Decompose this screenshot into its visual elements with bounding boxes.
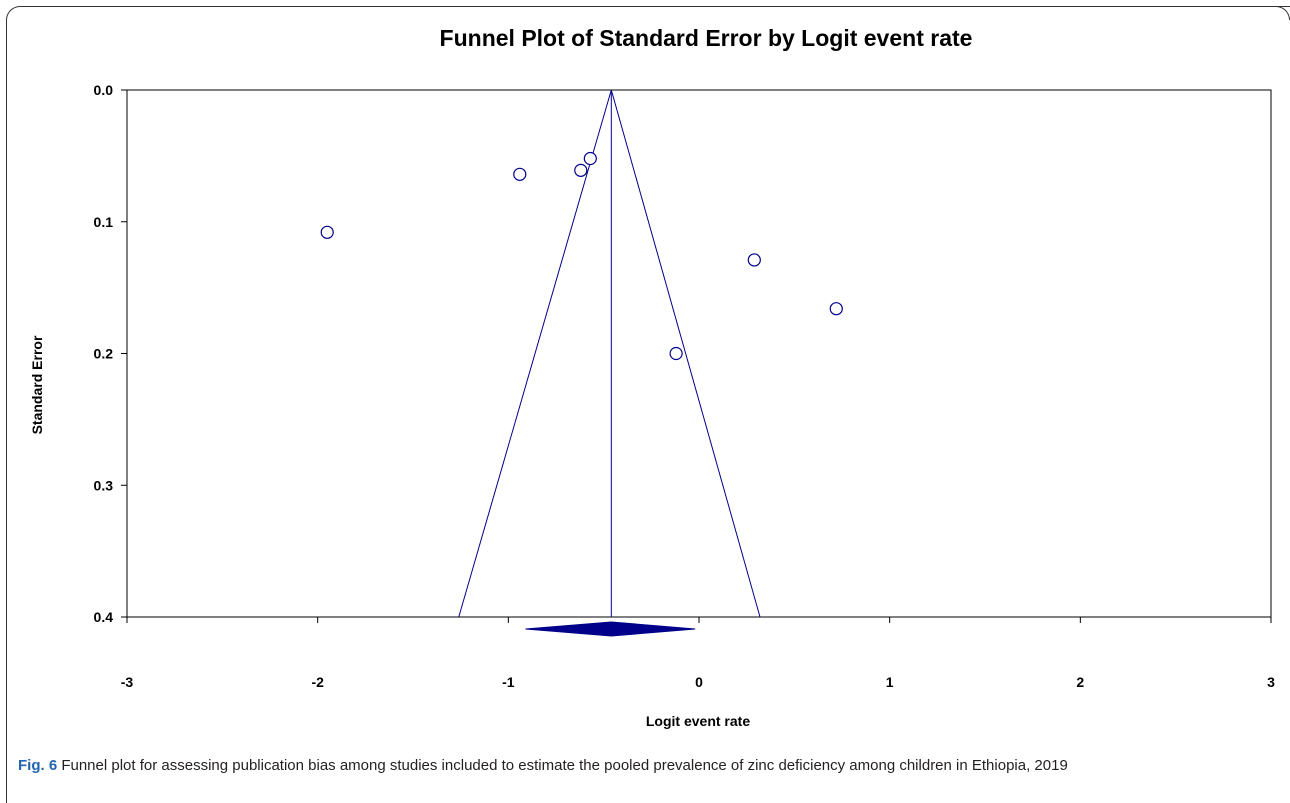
- figure-caption-text: Funnel plot for assessing publication bi…: [57, 757, 1068, 774]
- x-tick-label: 0: [695, 674, 703, 690]
- x-tick-label: 3: [1267, 674, 1275, 690]
- figure-frame: [6, 6, 1290, 803]
- study-point: [669, 346, 683, 361]
- y-tick-label: 0.1: [94, 214, 114, 230]
- x-tick-label: -3: [121, 674, 134, 690]
- figure-caption: Fig. 6 Funnel plot for assessing publica…: [18, 754, 1280, 777]
- y-tick-label: 0.4: [94, 609, 114, 625]
- x-tick-label: -1: [502, 674, 515, 690]
- x-tick-label: -2: [311, 674, 324, 690]
- study-point: [320, 225, 334, 239]
- pooled-estimate-diamond: [525, 621, 696, 637]
- y-tick-label: 0.2: [94, 346, 114, 362]
- funnel-plot-chart: Funnel Plot of Standard Error by Logit e…: [29, 25, 1276, 729]
- plot-area: 0.0 0.1 0.2 0.3 0.4 -3 -2 -1 0 1 2 3: [94, 82, 1276, 690]
- funnel-boundary-line: [458, 89, 612, 618]
- x-axis-label: Logit event rate: [646, 713, 750, 729]
- plot-frame: [126, 89, 1272, 618]
- study-point: [574, 163, 588, 177]
- x-tick-label: 2: [1076, 674, 1084, 690]
- y-tick-label: 0.3: [94, 477, 114, 493]
- study-point: [747, 253, 761, 267]
- study-point: [583, 151, 597, 166]
- figure-label: Fig. 6: [18, 757, 58, 774]
- chart-title: Funnel Plot of Standard Error by Logit e…: [440, 25, 973, 51]
- study-point: [513, 167, 527, 181]
- x-tick-label: 1: [886, 674, 894, 690]
- y-tick-label: 0.0: [94, 82, 114, 98]
- funnel-boundary-line: [610, 89, 761, 618]
- y-axis-label: Standard Error: [29, 335, 45, 434]
- study-point: [829, 302, 843, 316]
